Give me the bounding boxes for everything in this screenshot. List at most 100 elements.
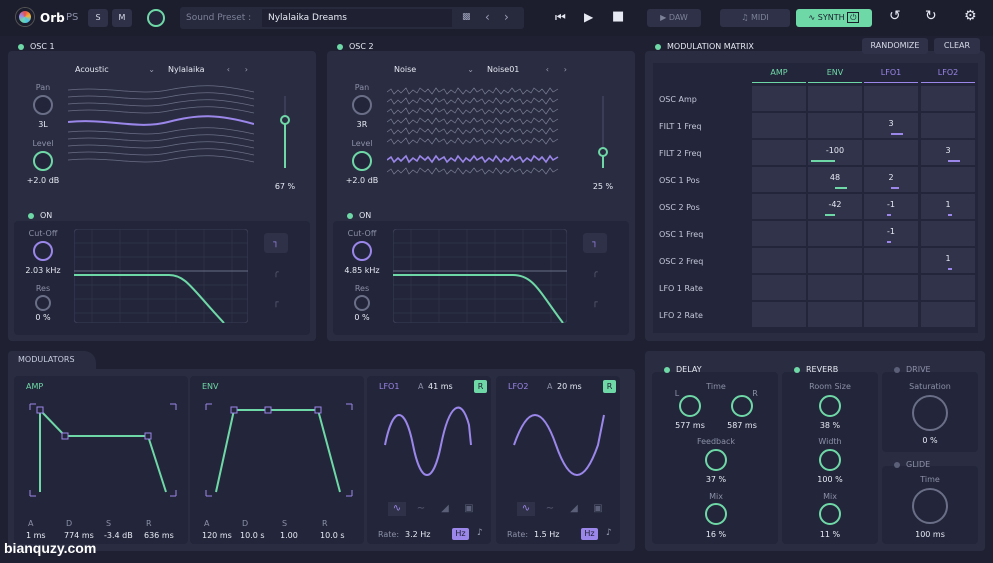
mute-button[interactable]: M (112, 9, 132, 27)
play-icon[interactable]: ▶ (584, 10, 594, 24)
drive-header[interactable]: DRIVE (894, 365, 931, 374)
midi-button[interactable]: ♫ MIDI (720, 9, 790, 27)
lfo2-rate-value[interactable]: 1.5 Hz (534, 530, 560, 539)
delay-feedback-knob[interactable] (705, 449, 727, 471)
filter1-power-icon[interactable] (28, 212, 34, 219)
preset-name-field[interactable]: Nylalaika Dreams (262, 9, 452, 27)
reverb-width-knob[interactable] (819, 449, 841, 471)
undo-icon[interactable]: ↺ (889, 8, 901, 24)
daw-button[interactable]: ▶ DAW (647, 9, 701, 27)
lfo2-sync-note-icon[interactable]: ♪ (606, 528, 612, 538)
osc1-filter-header[interactable]: ON (28, 211, 52, 220)
lfo2-shape-square-icon[interactable]: ▣ (593, 503, 603, 514)
osc1-power-icon[interactable] (18, 43, 24, 50)
amp-param-value[interactable]: -3.4 dB (104, 531, 133, 540)
matrix-cell[interactable] (921, 275, 975, 300)
bandpass-filter-icon[interactable]: ╭ (592, 268, 598, 278)
lfo2-hz-button[interactable]: Hz (581, 528, 598, 540)
matrix-cell[interactable] (864, 140, 918, 165)
delay-time-l-knob[interactable] (679, 395, 701, 417)
matrix-cell[interactable] (808, 221, 862, 246)
matrix-cell[interactable] (864, 302, 918, 327)
env-param-value[interactable]: 10.0 s (240, 531, 265, 540)
matrix-cell[interactable] (921, 302, 975, 327)
matrix-cell[interactable] (808, 113, 862, 138)
matrix-cell[interactable] (921, 167, 975, 192)
osc1-res-knob[interactable] (35, 295, 51, 311)
glide-header[interactable]: GLIDE (894, 460, 930, 469)
reverb-power-icon[interactable] (794, 366, 800, 373)
lfo2-shape-saw-icon[interactable]: ◢ (570, 503, 578, 514)
matrix-cell[interactable] (864, 86, 918, 111)
reverb-header[interactable]: REVERB (794, 365, 838, 374)
osc2-cutoff-knob[interactable] (352, 241, 372, 261)
lfo1-shape-triangle-icon[interactable]: ∼ (416, 503, 426, 514)
matrix-cell[interactable] (752, 86, 806, 111)
matrix-cell[interactable] (864, 221, 918, 246)
matrix-cell[interactable] (864, 194, 918, 219)
matrix-cell[interactable] (921, 221, 975, 246)
chevron-left-icon[interactable]: ‹ (545, 65, 549, 74)
lfo1-sync-note-icon[interactable]: ♪ (477, 528, 483, 538)
osc2-res-knob[interactable] (354, 295, 370, 311)
matrix-cell[interactable] (808, 275, 862, 300)
next-preset-icon[interactable]: › (504, 10, 509, 24)
osc2-filter-header[interactable]: ON (347, 211, 371, 220)
env-param-value[interactable]: 120 ms (202, 531, 232, 540)
env-param-value[interactable]: 1.00 (280, 531, 298, 540)
highpass-filter-icon[interactable]: ┌ (592, 298, 598, 308)
highpass-filter-icon[interactable]: ┌ (273, 298, 279, 308)
osc1-title[interactable]: OSC 1 (18, 42, 55, 51)
solo-button[interactable]: S (88, 9, 108, 27)
lfo2-shape-triangle-icon[interactable]: ∼ (545, 503, 555, 514)
matrix-cell[interactable] (752, 275, 806, 300)
matrix-cell[interactable] (752, 167, 806, 192)
matrix-cell[interactable] (808, 194, 862, 219)
lfo2-shape-sine-icon[interactable]: ∿ (517, 502, 535, 516)
matrix-cell[interactable] (864, 275, 918, 300)
delay-time-r-knob[interactable] (731, 395, 753, 417)
matrix-cell[interactable] (752, 194, 806, 219)
matrix-cell[interactable] (752, 113, 806, 138)
matrix-cell[interactable] (752, 221, 806, 246)
skip-back-icon[interactable]: ⏮ (555, 10, 566, 24)
osc1-type-select[interactable]: Acoustic ⌄ (69, 62, 159, 78)
env-param-value[interactable]: 10.0 s (320, 531, 345, 540)
reverb-mix-knob[interactable] (819, 503, 841, 525)
amp-envelope-graph[interactable] (28, 400, 178, 500)
glide-time-knob[interactable] (912, 488, 948, 524)
delay-mix-knob[interactable] (705, 503, 727, 525)
chevron-right-icon[interactable]: › (563, 65, 567, 74)
modulators-tab[interactable]: MODULATORS (8, 351, 96, 369)
osc2-level-knob[interactable] (352, 151, 372, 171)
lfo1-shape-saw-icon[interactable]: ◢ (441, 503, 449, 514)
matrix-cell[interactable] (752, 248, 806, 273)
synth-button[interactable]: ∿ SYNTH ⏻ (796, 9, 872, 27)
osc2-type-select[interactable]: Noise ⌄ (388, 62, 478, 78)
filter2-power-icon[interactable] (347, 212, 353, 219)
osc1-cutoff-knob[interactable] (33, 241, 53, 261)
matrix-cell[interactable] (921, 113, 975, 138)
chevron-left-icon[interactable]: ‹ (226, 65, 230, 74)
delay-header[interactable]: DELAY (664, 365, 702, 374)
lfo1-retrigger-button[interactable]: R (474, 380, 487, 393)
matrix-cell[interactable] (808, 86, 862, 111)
lowpass-filter-icon[interactable]: ┐ (264, 233, 288, 253)
matrix-cell[interactable] (921, 86, 975, 111)
gear-icon[interactable]: ⚙ (964, 8, 977, 24)
randomize-button[interactable]: RANDOMIZE (862, 38, 928, 54)
drive-power-icon[interactable] (894, 366, 900, 373)
osc2-mix-slider[interactable] (602, 96, 604, 168)
osc2-pan-knob[interactable] (352, 95, 372, 115)
lowpass-filter-icon[interactable]: ┐ (583, 233, 607, 253)
lfo1-shape-square-icon[interactable]: ▣ (464, 503, 474, 514)
lfo1-rate-value[interactable]: 3.2 Hz (405, 530, 431, 539)
bandpass-filter-icon[interactable]: ╭ (273, 268, 279, 278)
osc2-mix-handle[interactable] (598, 147, 608, 157)
amp-param-value[interactable]: 636 ms (144, 531, 174, 540)
matrix-power-icon[interactable] (655, 43, 661, 50)
lfo1-shape-sine-icon[interactable]: ∿ (388, 502, 406, 516)
osc2-wave-select[interactable]: Noise01 ‹ › (481, 62, 573, 78)
matrix-cell[interactable] (752, 302, 806, 327)
matrix-cell[interactable] (808, 248, 862, 273)
